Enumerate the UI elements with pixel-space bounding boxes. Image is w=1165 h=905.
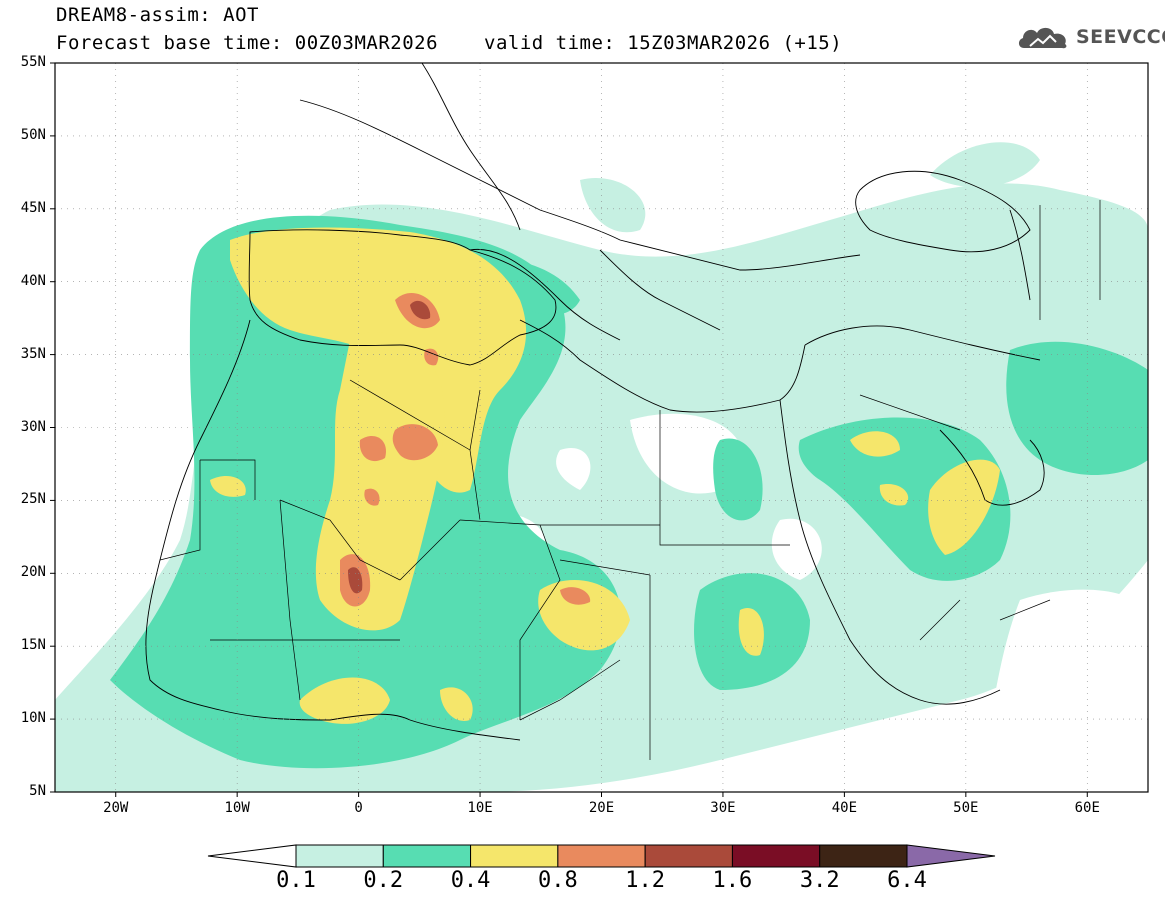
lat-label: 55N [20, 54, 46, 70]
lat-label: 10N [20, 710, 46, 727]
colorbar-label: 3.2 [799, 868, 840, 893]
lon-label: 40E [831, 800, 858, 816]
colorbar-segment [557, 844, 646, 868]
lat-label: 15N [20, 637, 46, 654]
lon-label: 50E [953, 800, 979, 816]
forecast-base-time: Forecast base time: 00Z03MAR2026 [56, 32, 439, 54]
colorbar-segment [731, 844, 821, 868]
axis-ticks [50, 62, 1088, 797]
colorbar-segment [382, 844, 472, 868]
colorbar [207, 844, 996, 868]
logo-text: SEEVCCC [1076, 26, 1165, 48]
aot-band-vhigh [340, 292, 591, 607]
valid-time: valid time: 15Z03MAR2026 (+15) [484, 32, 843, 54]
lon-label: 10E [467, 800, 493, 816]
map-title: DREAM8-assim: AOT [56, 4, 259, 26]
colorbar-max-arrow [906, 844, 996, 868]
gridlines [55, 63, 1148, 792]
lon-label: 60E [1074, 800, 1100, 816]
colorbar-labels: 0.1 0.2 0.4 0.8 1.2 1.6 3.2 6.4 [0, 868, 1165, 898]
lat-label: 40N [20, 272, 46, 289]
lon-label: 10W [224, 800, 250, 816]
lat-label: 30N [20, 418, 46, 435]
lat-label: 35N [20, 345, 46, 362]
colorbar-label: 6.4 [887, 868, 927, 893]
coastlines [145, 63, 1045, 741]
lat-label: 20N [20, 564, 46, 581]
colorbar-label: 0.4 [450, 868, 491, 893]
colorbar-min-arrow [207, 844, 297, 868]
colorbar-segment [295, 844, 384, 868]
colorbar-label: 1.6 [712, 868, 753, 893]
country-borders [159, 200, 1101, 760]
lat-label: 50N [20, 126, 46, 143]
colorbar-segment [470, 844, 559, 868]
colorbar-label: 0.2 [363, 868, 404, 893]
colorbar-label: 0.8 [537, 868, 578, 893]
colorbar-segment [644, 844, 733, 868]
colorbar-segment [819, 844, 908, 868]
lat-label: 25N [20, 491, 46, 508]
lon-label: 20W [103, 800, 129, 816]
cloud-icon [1018, 27, 1067, 49]
lon-label: 30E [710, 800, 736, 816]
lat-label: 5N [29, 783, 46, 799]
seevccc-logo: SEEVCCC [1016, 22, 1165, 52]
lon-label: 0 [354, 800, 363, 816]
aot-field-layer [55, 142, 1148, 792]
lat-label: 45N [20, 199, 46, 216]
colorbar-label: 1.2 [625, 868, 666, 893]
colorbar-label: 0.1 [276, 868, 316, 893]
lon-label: 20E [588, 800, 615, 816]
